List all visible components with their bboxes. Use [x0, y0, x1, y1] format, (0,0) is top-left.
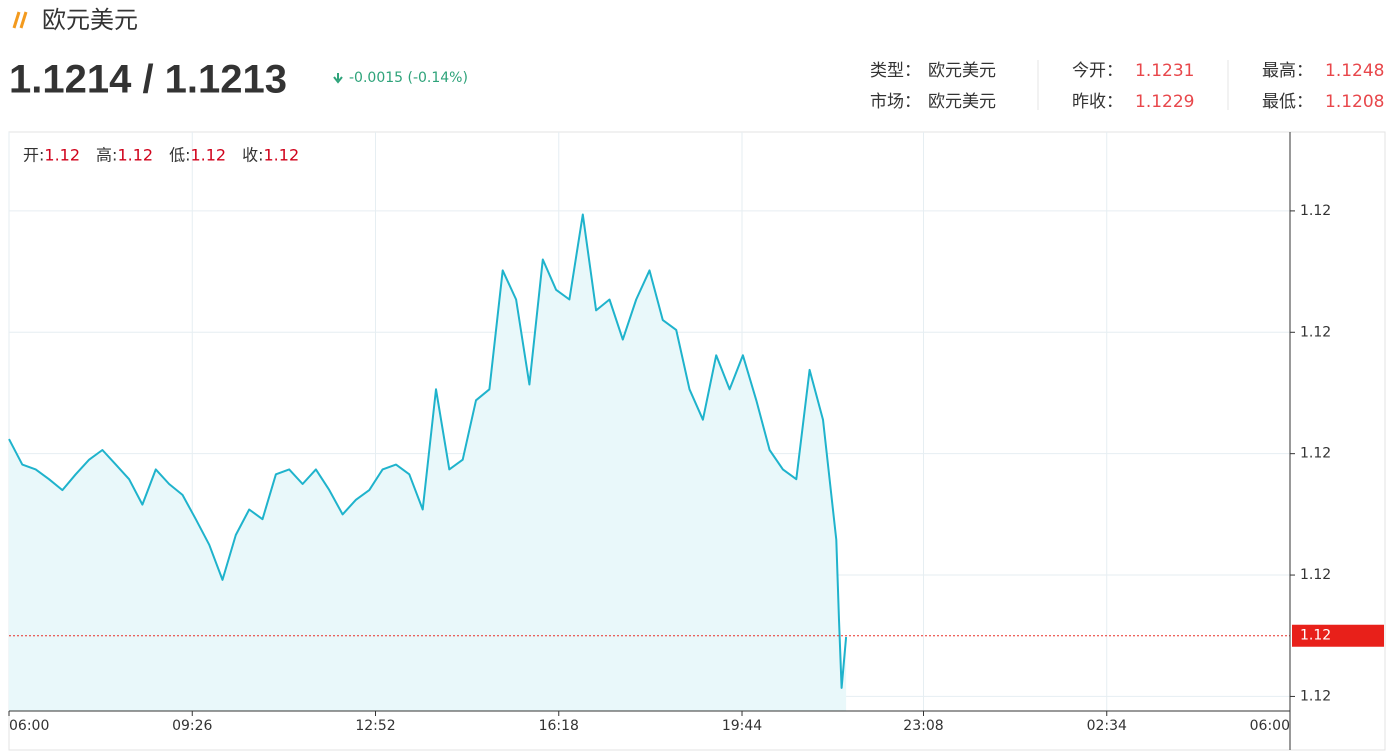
x-tick-label: 23:08: [903, 718, 943, 734]
last-price-label: 1.12: [1300, 628, 1331, 644]
ohlc-label: 低:: [169, 146, 190, 165]
info-value: 欧元美元: [928, 61, 996, 81]
info-label: 最低：: [1262, 92, 1313, 112]
x-tick-label: 19:44: [722, 718, 762, 734]
x-tick-label: 09:26: [172, 718, 212, 734]
ohlc-value: 1.12: [190, 146, 226, 165]
change: -0.0015 (-0.14%): [349, 70, 468, 86]
line: [8, 213, 848, 689]
x-tick-label: 12:52: [355, 718, 395, 734]
info-value: 1.1248: [1325, 61, 1384, 81]
x-tick-label: 16:18: [539, 718, 579, 734]
ohlc-label: 收:: [242, 146, 263, 165]
x-tick-label: 06:00: [9, 718, 49, 734]
x-tick-label: 06:00: [1250, 718, 1290, 734]
x-tick-label: 02:34: [1087, 718, 1127, 734]
info-value: 1.1229: [1135, 92, 1194, 112]
ohlc-value: 1.12: [264, 146, 300, 165]
info-label: 昨收：: [1072, 92, 1123, 112]
price: 1.1214 / 1.1213: [9, 58, 287, 102]
y-tick-label: 1.12: [1300, 567, 1331, 583]
y-tick-label: 1.12: [1300, 446, 1331, 462]
ohlc-label: 开:: [23, 146, 44, 165]
title: 欧元美元: [42, 6, 138, 34]
ohlc-value: 1.12: [44, 146, 80, 165]
down-arrow: [333, 73, 343, 84]
info-label: 今开：: [1072, 61, 1123, 81]
info-value: 1.1208: [1325, 92, 1384, 112]
last-price-box: [1292, 624, 1384, 647]
info-label: 类型：: [870, 61, 921, 81]
info-label: 市场：: [870, 92, 921, 112]
y-tick-label: 1.12: [1300, 324, 1331, 340]
info-value: 1.1231: [1135, 61, 1194, 81]
info-label: 最高：: [1262, 61, 1313, 81]
logo: [19, 11, 28, 29]
ohlc-label: 高:: [96, 146, 117, 165]
area: [9, 214, 847, 711]
y-tick-label: 1.12: [1300, 688, 1331, 704]
logo: [12, 11, 21, 29]
y-tick-label: 1.12: [1300, 203, 1331, 219]
ohlc-value: 1.12: [117, 146, 153, 165]
info-value: 欧元美元: [928, 92, 996, 112]
